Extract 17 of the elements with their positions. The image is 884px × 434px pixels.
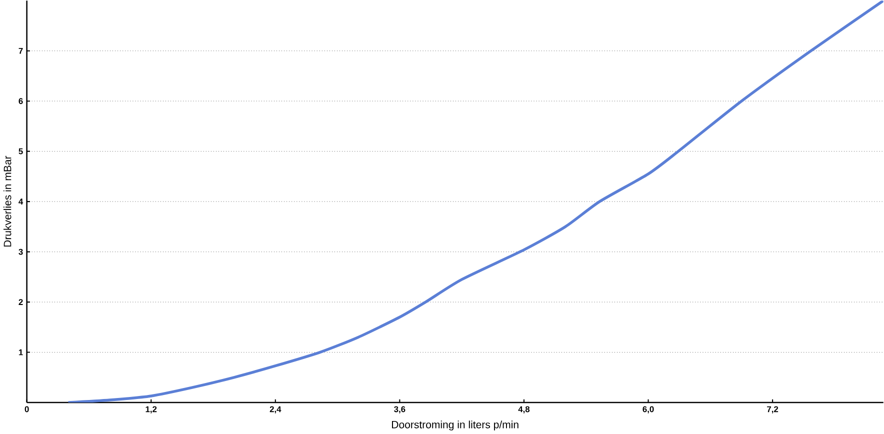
y-tick-label: 3 bbox=[18, 248, 23, 255]
x-tick-label: 3,6 bbox=[394, 406, 406, 414]
x-tick-label: 7,2 bbox=[767, 406, 778, 414]
y-tick-label: 5 bbox=[18, 148, 23, 154]
x-axis-title: Doorstroming in liters p/min bbox=[392, 420, 518, 430]
y-tick-label: 2 bbox=[18, 299, 23, 306]
y-tick-label: 4 bbox=[18, 198, 24, 204]
x-tick-label: 1,2 bbox=[146, 406, 157, 414]
y-tick-label: 1 bbox=[18, 349, 23, 356]
y-axis-title: Drukverlies in mBar bbox=[4, 156, 12, 247]
x-tick-label: 0 bbox=[24, 406, 29, 412]
line-series bbox=[66, 0, 884, 403]
x-tick-label: 4,8 bbox=[518, 406, 530, 414]
y-tick-label: 7 bbox=[18, 48, 23, 54]
y-tick-label: 6 bbox=[18, 98, 23, 104]
x-tick-label: 2,4 bbox=[270, 406, 282, 414]
x-tick-label: 6,0 bbox=[642, 406, 654, 414]
